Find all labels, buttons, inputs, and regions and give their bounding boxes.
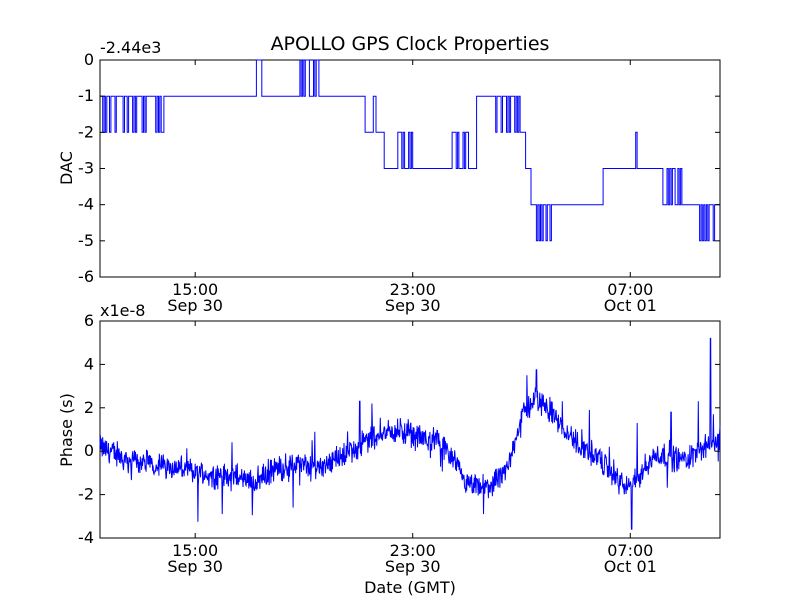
phase-ytick-label: 2 xyxy=(84,398,94,417)
phase-xtick-label-time: 07:00 xyxy=(607,541,653,560)
phase-xtick-label-date: Oct 01 xyxy=(604,557,657,576)
dac-ytick-label: -3 xyxy=(78,159,94,178)
phase-xtick-label-time: 23:00 xyxy=(390,541,436,560)
phase-xtick-label-date: Sep 30 xyxy=(167,557,223,576)
dac-xtick-label-time: 15:00 xyxy=(172,280,218,299)
phase-ytick-label: -2 xyxy=(78,485,94,504)
dac-xtick-label-date: Sep 30 xyxy=(385,296,441,315)
phase-ytick-label: -4 xyxy=(78,528,94,547)
dac-xtick-label-time: 23:00 xyxy=(390,280,436,299)
phase-ytick-label: 4 xyxy=(84,354,94,373)
dac-ytick-label: -1 xyxy=(78,86,94,105)
phase-xtick-label-date: Sep 30 xyxy=(385,557,441,576)
phase-series-line xyxy=(99,337,721,530)
phase-y-axis: 6 4 2 0 -2 -4 xyxy=(78,311,720,547)
dac-ytick-label: -4 xyxy=(78,195,94,214)
phase-xtick-label-time: 15:00 xyxy=(172,541,218,560)
phase-ytick-label: 6 xyxy=(84,311,94,330)
dac-ytick-label: -6 xyxy=(78,267,94,286)
phase-y-axis-label: Phase (s) xyxy=(57,393,76,467)
dac-xtick-label-time: 07:00 xyxy=(607,280,653,299)
dac-ytick-label: 0 xyxy=(84,50,94,69)
phase-x-axis-label: Date (GMT) xyxy=(364,578,456,597)
phase-offset-text: x1e-8 xyxy=(100,301,145,320)
dac-offset-text: -2.44e3 xyxy=(100,38,161,57)
dac-series-line xyxy=(100,59,720,242)
phase-ytick-label: 0 xyxy=(84,441,94,460)
dac-xtick-label-date: Oct 01 xyxy=(604,296,657,315)
dac-xtick-label-date: Sep 30 xyxy=(167,296,223,315)
dac-ytick-label: -5 xyxy=(78,231,94,250)
figure-title: APOLLO GPS Clock Properties xyxy=(271,33,550,55)
dac-y-axis-label: DAC xyxy=(57,151,76,185)
dac-y-axis: 0 -1 -2 -3 -4 -5 -6 xyxy=(78,50,720,286)
dac-ytick-label: -2 xyxy=(78,122,94,141)
